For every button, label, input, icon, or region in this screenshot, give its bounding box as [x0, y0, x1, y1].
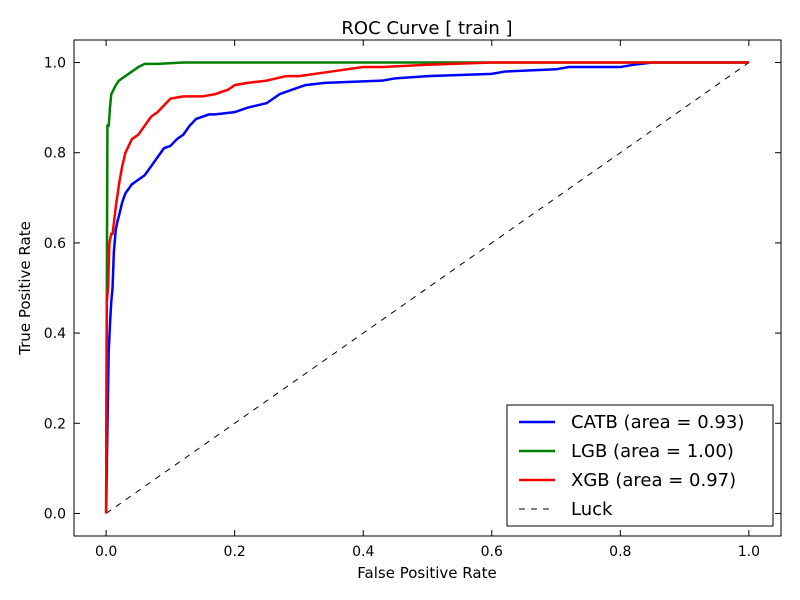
- plot-area: [104, 61, 750, 514]
- series-line-0: [104, 61, 749, 514]
- series-line-2: [104, 61, 749, 514]
- x-tick-label: 0.6: [481, 544, 503, 560]
- legend-label: XGB (area = 0.97): [571, 470, 736, 491]
- legend-label: LGB (area = 1.00): [571, 441, 734, 462]
- y-tick-label: 0.0: [44, 506, 66, 522]
- series-line-1: [104, 61, 749, 514]
- y-tick-label: 1.0: [44, 56, 66, 72]
- plot-frame: [73, 39, 782, 537]
- legend-label: CATB (area = 0.93): [571, 412, 744, 433]
- x-tick-label: 0.0: [95, 544, 117, 560]
- x-axis-title: False Positive Rate: [357, 564, 496, 582]
- chart-title: ROC Curve [ train ]: [341, 18, 512, 39]
- y-tick-label: 0.8: [44, 146, 66, 162]
- x-tick-label: 0.4: [352, 544, 374, 560]
- legend-label: Luck: [571, 499, 613, 520]
- legend-box: [506, 404, 774, 527]
- axis-ticks: 0.0 0.2 0.4 0.6 0.8 1.0 0.0 0.2 0.4 0.6 0.8 1.0: [44, 40, 781, 560]
- x-tick-label: 0.2: [224, 544, 246, 560]
- x-tick-label: 0.8: [609, 544, 631, 560]
- x-tick-label: 1.0: [738, 544, 760, 560]
- y-tick-label: 0.2: [44, 416, 66, 432]
- legend: CATB (area = 0.93) LGB (area = 1.00) XGB (…: [506, 404, 774, 527]
- y-axis-title: True Positive Rate: [16, 221, 34, 356]
- y-tick-label: 0.4: [44, 326, 66, 342]
- y-tick-label: 0.6: [44, 236, 66, 252]
